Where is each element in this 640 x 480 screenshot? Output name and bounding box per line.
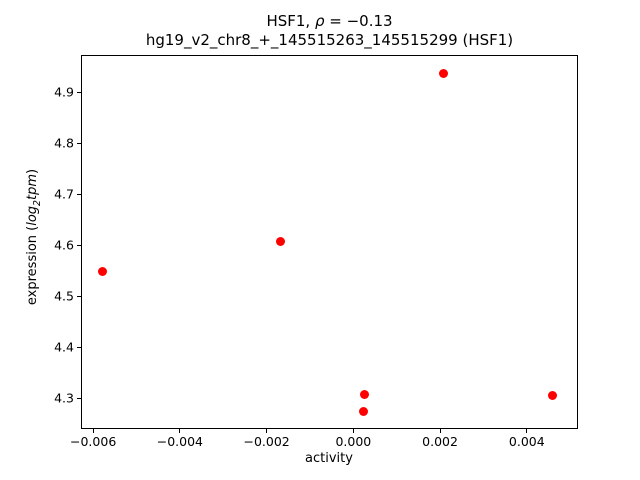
y-tick-mark <box>77 193 81 195</box>
rho-symbol: ρ <box>314 12 325 30</box>
x-tick-mark <box>352 428 354 433</box>
x-tick-mark <box>266 428 268 433</box>
y-tick-mark <box>77 244 81 246</box>
y-axis-label-tpm: tpm <box>25 173 41 200</box>
y-tick-label: 4.6 <box>54 237 74 253</box>
y-axis-label-suffix: ) <box>25 168 41 174</box>
y-tick-label: 4.3 <box>54 390 74 406</box>
x-tick-label: 0.002 <box>422 434 458 449</box>
y-tick-mark <box>77 295 81 297</box>
title-line-1: HSF1, ρ = −0.13 <box>81 12 578 31</box>
data-point <box>439 69 449 79</box>
title-suffix: = −0.13 <box>324 12 393 30</box>
x-tick-label: −0.002 <box>243 434 290 449</box>
data-point <box>97 266 107 276</box>
x-tick-label: −0.004 <box>156 434 204 449</box>
title-prefix: HSF1, <box>266 12 315 30</box>
y-tick-label: 4.9 <box>54 84 74 100</box>
chart-title: HSF1, ρ = −0.13 hg19_v2_chr8_+_145515263… <box>81 12 578 50</box>
x-axis-label: activity <box>305 451 353 466</box>
x-tick-mark <box>439 428 441 433</box>
y-tick-label: 4.4 <box>54 339 74 355</box>
data-point <box>547 391 557 401</box>
y-tick-label: 4.7 <box>54 186 74 202</box>
y-tick-mark <box>77 91 81 93</box>
data-point <box>359 406 369 416</box>
x-tick-mark <box>92 428 94 433</box>
x-tick-label: −0.006 <box>70 434 117 449</box>
x-tick-mark <box>526 428 528 433</box>
x-tick-label: 0.004 <box>508 434 545 449</box>
data-point <box>360 390 370 400</box>
y-axis-label: expression (log2tpm) <box>25 169 43 305</box>
y-tick-mark <box>77 397 81 399</box>
data-point <box>275 237 285 247</box>
x-tick-mark <box>179 428 181 433</box>
title-line-2: hg19_v2_chr8_+_145515263_145515299 (HSF1… <box>145 31 514 49</box>
y-tick-label: 4.8 <box>54 135 74 151</box>
y-tick-mark <box>77 346 81 348</box>
y-axis-label-log: log <box>25 205 41 226</box>
x-tick-label: 0.000 <box>335 434 372 449</box>
y-tick-mark <box>77 142 81 144</box>
y-tick-label: 4.5 <box>54 288 74 304</box>
plot-area <box>81 54 578 429</box>
y-axis-label-subscript: 2 <box>31 199 43 206</box>
y-axis-label-prefix: expression ( <box>25 225 41 306</box>
